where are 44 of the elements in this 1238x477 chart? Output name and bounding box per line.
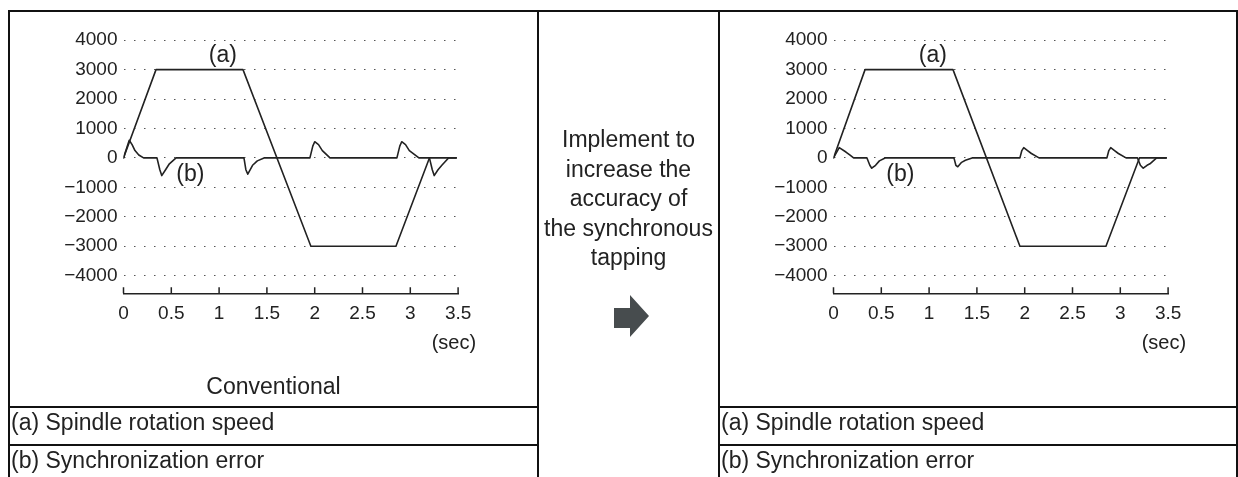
y-tick-label: −3000	[774, 234, 828, 256]
x-tick-label: 1.5	[963, 301, 991, 323]
text: Conventional	[205, 372, 342, 400]
x-tick-label: 2	[309, 301, 320, 323]
y-tick-label: 1000	[75, 116, 118, 138]
x-axis-title: (sec)	[430, 330, 477, 354]
x-tick-label: 1	[923, 301, 935, 323]
y-tick-label: −4000	[64, 263, 118, 285]
x-tick-label: 3	[405, 301, 416, 323]
x-tick-label: 2.5	[349, 301, 376, 323]
x-tick-label: 0.5	[868, 301, 895, 323]
y-tick-label: 4000	[75, 28, 118, 50]
text: (b) Synchronization error	[10, 443, 537, 477]
y-tick-label: 1000	[785, 116, 828, 138]
x-tick-label: 2.5	[1059, 301, 1086, 323]
y-tick-label: 2000	[75, 87, 118, 109]
series-label: (a)	[208, 40, 237, 67]
y-tick-label: −3000	[64, 234, 118, 256]
y-tick-label: 3000	[75, 57, 118, 79]
x-tick-label: 3.5	[444, 301, 472, 323]
series-label: (a)	[918, 40, 947, 67]
text: (a) Spindle rotation speed	[720, 405, 1236, 444]
x-axis-title: (sec)	[1140, 330, 1187, 354]
y-tick-label: 2000	[785, 87, 828, 109]
x-tick-label: 0.5	[158, 301, 185, 323]
series-label: (b)	[886, 159, 915, 186]
y-tick-label: 4000	[785, 28, 828, 50]
x-tick-label: 3	[1115, 301, 1126, 323]
x-tick-label: 3.5	[1154, 301, 1182, 323]
text: (b) Synchronization error	[720, 443, 1236, 477]
text: Implement to increase the accuracy of the synchronous tapping	[543, 125, 714, 272]
y-tick-label: 0	[816, 146, 828, 168]
y-tick-label: 3000	[785, 57, 828, 79]
x-tick-label: 2	[1019, 301, 1030, 323]
y-tick-label: 0	[106, 146, 118, 168]
x-tick-label: 1.5	[253, 301, 281, 323]
y-tick-label: −2000	[64, 205, 118, 227]
x-tick-label: 1	[213, 301, 225, 323]
text: (a) Spindle rotation speed	[10, 405, 537, 444]
y-tick-label: −1000	[64, 175, 118, 197]
y-tick-label: −2000	[774, 205, 828, 227]
series-label: (b)	[176, 159, 205, 186]
y-tick-label: −4000	[774, 263, 828, 285]
y-tick-label: −1000	[774, 175, 828, 197]
